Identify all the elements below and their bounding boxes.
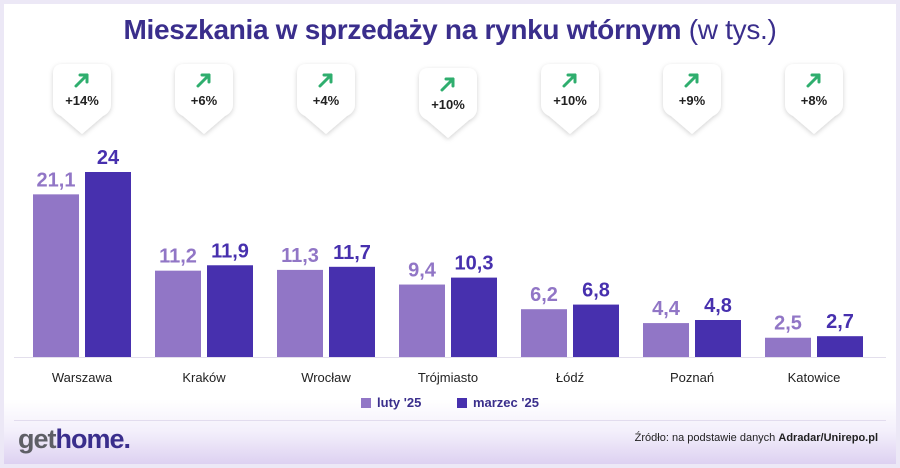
bar-mar [207,265,253,357]
bar-feb [643,323,689,357]
category-label: Wrocław [301,370,351,385]
category-label: Poznań [670,370,714,385]
change-pin-shape [53,64,111,134]
bar-feb [521,309,567,357]
legend-label-mar: marzec '25 [472,395,539,410]
value-label-mar: 10,3 [455,253,494,275]
bar-feb [399,284,445,357]
change-pin [663,64,721,134]
value-label-mar: 4,8 [704,295,732,317]
gethome-logo: gethome. [18,424,132,455]
chart-title-unit: (w tys.) [688,14,777,45]
arrow-up-right-icon [806,73,821,88]
arrow-up-right-icon [196,73,211,88]
arrow-up-right-icon [440,77,455,92]
value-label-feb: 2,5 [774,313,802,335]
change-pin-shape [663,64,721,134]
chart-title: Mieszkania w sprzedaży na rynku wtórnym … [0,14,900,46]
change-pin-shape [541,64,599,134]
change-label: +14% [65,93,99,108]
category-label: Kraków [182,370,226,385]
footer-divider [14,420,886,421]
chart-title-main: Mieszkania w sprzedaży na rynku wtórnym [123,14,682,45]
change-pin [541,64,599,134]
change-pin [53,64,111,134]
bar-mar [817,336,863,357]
value-label-mar: 11,9 [211,240,249,262]
value-label-mar: 24 [97,147,120,169]
legend-item-feb: luty '25 [361,395,421,410]
bar-feb [277,269,323,357]
source-name: Adradar/Unirepo.pl [778,432,878,444]
bar-feb [155,270,201,357]
value-label-feb: 6,2 [530,284,558,306]
change-pin-shape [419,68,477,138]
change-label: +4% [313,93,340,108]
bar-feb [765,337,811,357]
legend-label-feb: luty '25 [377,395,422,410]
change-pin-shape [297,64,355,134]
legend: luty '25 marzec '25 [0,395,900,410]
category-label: Łódź [556,370,584,385]
legend-swatch-mar [456,398,467,408]
source-prefix: Źródło: na podstawie danych [634,432,776,444]
bar-mar [329,266,375,357]
change-pin [419,68,477,138]
value-label-mar: 6,8 [582,280,610,302]
change-label: +10% [431,97,465,112]
category-label: Trójmiasto [418,370,478,385]
bar-mar [85,172,131,357]
arrow-up-right-icon [684,73,699,88]
category-label: Katowice [788,370,841,385]
value-label-feb: 21,1 [37,169,76,191]
bar-feb [33,194,79,357]
value-label-feb: 11,2 [159,246,197,268]
bar-mar [573,304,619,357]
source-note: Źródło: na podstawie danych Adradar/Unir… [635,432,878,444]
value-label-feb: 9,4 [408,260,437,282]
logo-get: get [18,424,56,454]
change-label: +10% [553,93,587,108]
bar-mar [695,320,741,357]
arrow-up-right-icon [318,73,333,88]
value-label-feb: 4,4 [652,298,681,320]
bar-mar [451,277,497,357]
change-label: +6% [191,93,218,108]
arrow-up-right-icon [562,73,577,88]
value-label-mar: 11,7 [333,242,371,264]
legend-swatch-feb [361,398,372,408]
change-pin [785,64,843,134]
legend-item-mar: marzec '25 [456,395,539,410]
change-label: +8% [801,93,828,108]
change-pin-shape [785,64,843,134]
change-pin-shape [175,64,233,134]
change-pin [297,64,355,134]
change-pin [175,64,233,134]
change-label: +9% [679,93,706,108]
arrow-up-right-icon [74,73,89,88]
value-label-feb: 11,3 [281,245,319,267]
value-label-mar: 2,7 [826,311,854,333]
category-label: Warszawa [52,370,113,385]
logo-home: home. [55,424,132,454]
